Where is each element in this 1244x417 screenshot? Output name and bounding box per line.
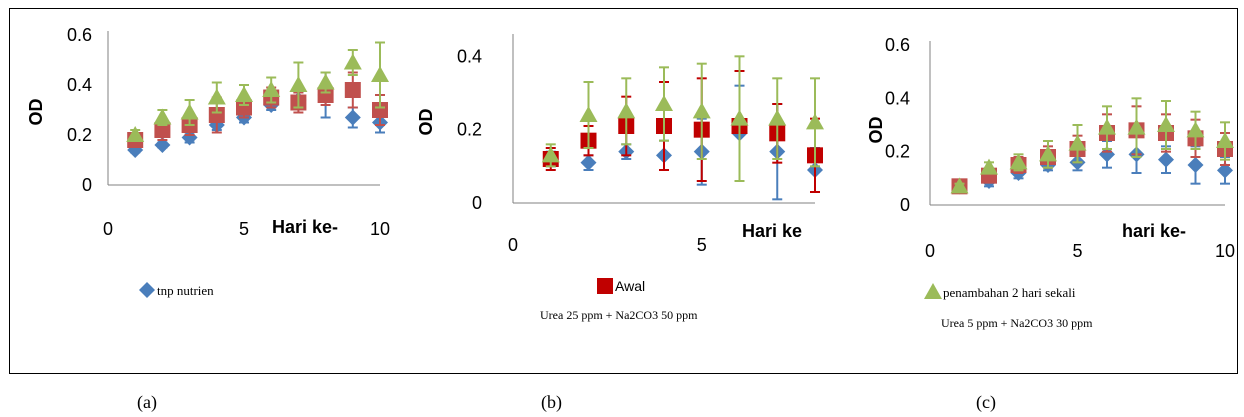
data-point xyxy=(1216,132,1234,148)
data-point xyxy=(730,109,749,126)
data-point xyxy=(289,76,308,92)
data-point xyxy=(1187,157,1204,173)
data-point xyxy=(344,82,361,98)
series-3 xyxy=(950,97,1234,194)
chart-caption: Urea 25 ppm + Na2CO3 50 ppm xyxy=(540,308,698,322)
x-tick-label: 0 xyxy=(508,235,518,255)
panel-label-c: (c) xyxy=(976,392,996,412)
x-tick-label: 10 xyxy=(370,219,390,239)
series-3 xyxy=(126,41,389,142)
data-point xyxy=(1217,162,1233,179)
data-point xyxy=(1009,153,1028,170)
y-axis-label: OD xyxy=(866,116,886,143)
series-2 xyxy=(951,105,1233,195)
data-point xyxy=(180,103,199,120)
data-point xyxy=(207,88,226,105)
data-point xyxy=(236,99,252,116)
legend-label: Awal xyxy=(615,278,645,294)
data-point xyxy=(316,73,335,90)
data-point xyxy=(768,109,787,126)
x-axis-label: hari ke- xyxy=(1122,221,1186,241)
x-tick-label: 5 xyxy=(239,219,249,239)
y-tick-label: 0.4 xyxy=(457,46,482,66)
series-2 xyxy=(542,70,823,193)
data-point xyxy=(617,102,636,119)
y-tick-label: 0 xyxy=(82,175,92,195)
data-point xyxy=(950,177,969,194)
chart-panel-3: 0 0.2 0.4 0.6 0 5 10 OD hari ke-penambahan 2 har… xyxy=(866,35,1235,330)
data-point xyxy=(1039,145,1057,162)
y-tick-label: 0.6 xyxy=(885,35,910,55)
data-point xyxy=(692,102,711,119)
x-tick-label: 0 xyxy=(103,219,113,239)
x-axis-label: Hari ke- xyxy=(272,217,338,237)
data-point xyxy=(1098,118,1116,135)
legend-marker xyxy=(597,278,613,294)
data-point xyxy=(262,81,281,97)
data-point xyxy=(153,108,172,125)
data-point xyxy=(980,158,998,175)
data-point xyxy=(235,86,253,102)
legend-label: tnp nutrien xyxy=(157,283,214,298)
x-tick-label: 5 xyxy=(1072,241,1082,261)
data-point xyxy=(1186,121,1205,138)
data-point xyxy=(181,129,198,146)
y-tick-label: 0.2 xyxy=(67,125,92,145)
data-point xyxy=(1068,134,1087,151)
x-label-background xyxy=(740,219,814,241)
y-tick-label: 0 xyxy=(900,195,910,215)
data-point xyxy=(579,106,598,122)
figure-frame xyxy=(9,8,1238,374)
x-label-background xyxy=(1120,219,1204,241)
data-point xyxy=(1158,151,1174,168)
chart-panel-2: 0 0.2 0.4 0 5 OD Hari ke Awal Urea 25 ppm + Na2C… xyxy=(416,34,824,322)
y-axis-label: OD xyxy=(26,98,46,125)
data-point xyxy=(208,107,225,123)
legend-label: penambahan 2 hari sekali xyxy=(943,285,1076,300)
y-tick-label: 0.2 xyxy=(885,142,910,162)
y-tick-label: 0.6 xyxy=(67,25,92,45)
data-point xyxy=(1127,118,1146,135)
data-point xyxy=(1157,116,1175,132)
y-tick-label: 0 xyxy=(472,193,482,213)
chart-panel-1: 0 0.2 0.4 0.6 0 5 10 OD Hari ke-tnp nutrien xyxy=(26,25,390,298)
data-point xyxy=(655,95,673,111)
x-tick-label: 5 xyxy=(697,235,707,255)
data-point xyxy=(541,146,560,163)
y-axis-label: OD xyxy=(416,108,436,135)
data-point xyxy=(372,102,388,118)
x-tick-label: 10 xyxy=(1215,241,1235,261)
data-point xyxy=(1099,146,1115,163)
y-tick-label: 0.4 xyxy=(67,75,92,95)
y-tick-label: 0.4 xyxy=(885,88,910,108)
x-label-background xyxy=(270,215,354,237)
x-tick-label: 0 xyxy=(925,241,935,261)
series-3 xyxy=(541,55,824,182)
data-point xyxy=(371,66,389,82)
data-point xyxy=(806,113,824,130)
panel-label-b: (b) xyxy=(541,392,562,412)
chart-caption: Urea 5 ppm + Na2CO3 30 ppm xyxy=(941,316,1093,330)
legend-marker xyxy=(139,282,155,298)
panel-label-a: (a) xyxy=(137,392,157,412)
legend-marker xyxy=(924,283,942,299)
x-axis-label: Hari ke xyxy=(742,221,802,241)
data-point xyxy=(126,126,145,142)
data-point xyxy=(317,87,334,103)
data-point xyxy=(343,53,362,70)
data-point xyxy=(580,154,597,171)
data-point xyxy=(344,109,361,126)
y-tick-label: 0.2 xyxy=(457,120,482,140)
